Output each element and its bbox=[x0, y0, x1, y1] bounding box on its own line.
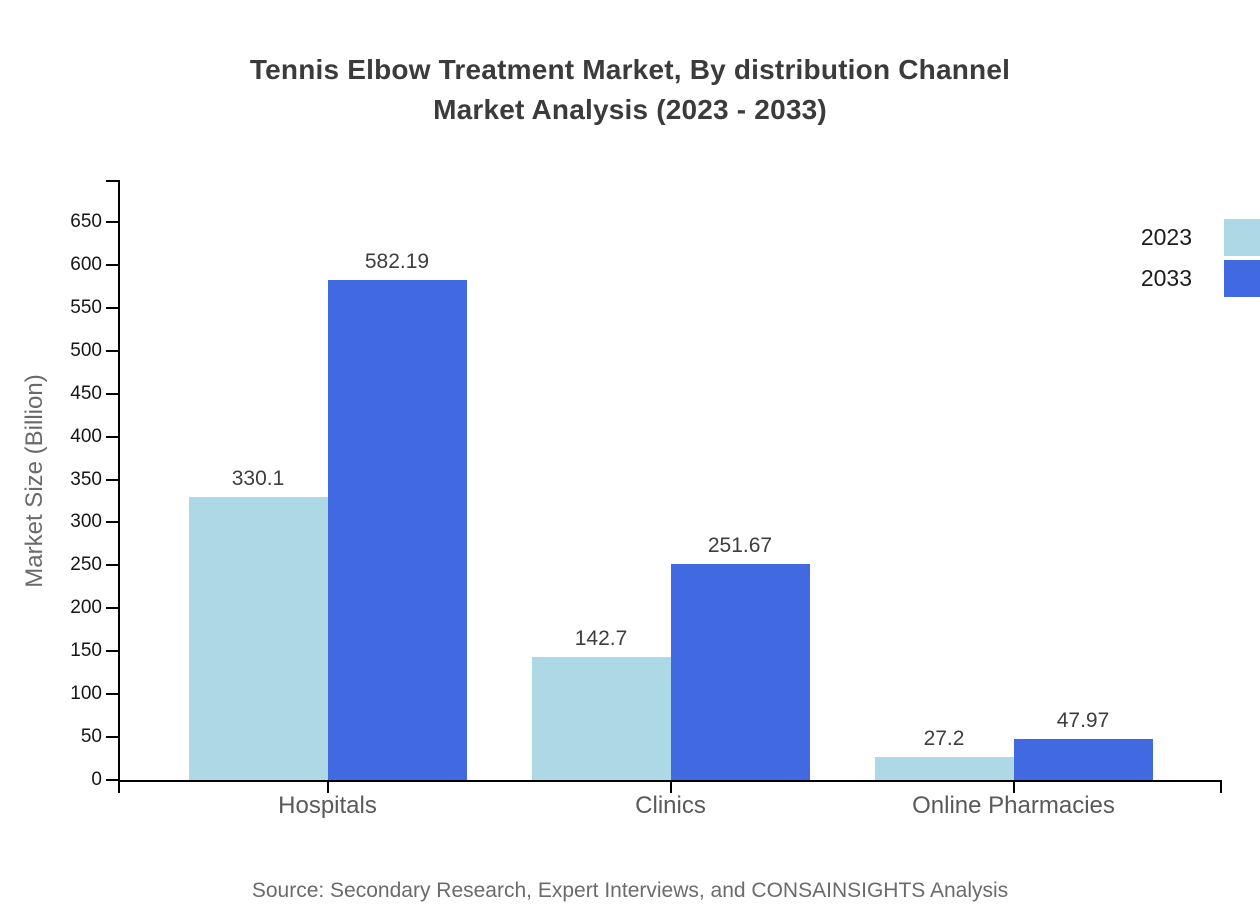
y-axis-line bbox=[118, 180, 120, 782]
y-tick bbox=[106, 607, 118, 610]
bar-2033-clinics bbox=[670, 563, 810, 780]
legend-label-2023: 2023 bbox=[1140, 224, 1192, 250]
y-tick-label: 450 bbox=[70, 382, 102, 404]
y-tick bbox=[106, 435, 118, 438]
bar-value-label: 47.97 bbox=[1056, 708, 1110, 732]
bar-value-label: 582.19 bbox=[364, 250, 430, 274]
y-tick-label: 150 bbox=[70, 640, 102, 662]
bar-2023-hospitals bbox=[188, 496, 328, 780]
bar-value-label: 142.7 bbox=[574, 627, 628, 651]
y-axis-top-end-tick bbox=[106, 180, 118, 182]
y-tick bbox=[106, 263, 118, 266]
y-tick bbox=[106, 564, 118, 567]
category-tick bbox=[669, 780, 672, 793]
y-tick bbox=[106, 521, 118, 524]
y-tick-label: 0 bbox=[91, 769, 102, 790]
y-tick-label: 500 bbox=[70, 339, 102, 361]
bar-value-label: 330.1 bbox=[231, 466, 285, 490]
source-note: Source: Secondary Research, Expert Inter… bbox=[251, 879, 1009, 902]
y-tick bbox=[106, 306, 118, 309]
y-tick bbox=[106, 392, 118, 395]
y-tick bbox=[106, 221, 118, 223]
y-tick-label: 400 bbox=[70, 425, 102, 447]
y-tick bbox=[106, 779, 118, 781]
legend-swatch-2023 bbox=[1224, 219, 1260, 256]
x-category-label: Hospitals bbox=[278, 792, 377, 819]
chart-title-line2: Market Analysis (2023 - 2033) bbox=[433, 94, 827, 125]
y-tick-label: 550 bbox=[70, 296, 102, 318]
chart-title-line1: Tennis Elbow Treatment Market, By distri… bbox=[249, 54, 1011, 85]
x-axis-right-end-tick bbox=[1220, 780, 1222, 793]
category-tick bbox=[326, 780, 329, 793]
y-tick-label: 650 bbox=[70, 211, 102, 232]
y-tick bbox=[106, 736, 118, 739]
y-tick-label: 50 bbox=[80, 726, 102, 748]
y-tick bbox=[106, 650, 118, 653]
category-tick bbox=[1012, 780, 1015, 793]
y-tick-label: 300 bbox=[70, 511, 102, 533]
y-tick bbox=[106, 349, 118, 352]
x-category-label: Clinics bbox=[635, 792, 706, 819]
legend-swatch-2033 bbox=[1224, 260, 1260, 297]
y-tick bbox=[106, 693, 118, 696]
y-tick-label: 100 bbox=[70, 683, 102, 705]
x-axis-left-end-tick bbox=[118, 780, 120, 793]
bar-2033-hospitals bbox=[327, 280, 467, 780]
bar-2033-online-pharmacies bbox=[1013, 738, 1153, 780]
bar-value-label: 251.67 bbox=[707, 533, 773, 557]
bar-value-label: 27.2 bbox=[923, 726, 965, 750]
bar-2023-clinics bbox=[531, 657, 671, 780]
x-category-label: Online Pharmacies bbox=[912, 792, 1115, 819]
y-tick bbox=[106, 478, 118, 481]
y-tick-label: 350 bbox=[70, 468, 102, 490]
y-tick-label: 600 bbox=[70, 253, 102, 275]
legend-label-2033: 2033 bbox=[1140, 265, 1192, 291]
y-tick-label: 200 bbox=[70, 597, 102, 619]
bar-2023-online-pharmacies bbox=[874, 756, 1014, 780]
y-tick-label: 250 bbox=[70, 554, 102, 576]
